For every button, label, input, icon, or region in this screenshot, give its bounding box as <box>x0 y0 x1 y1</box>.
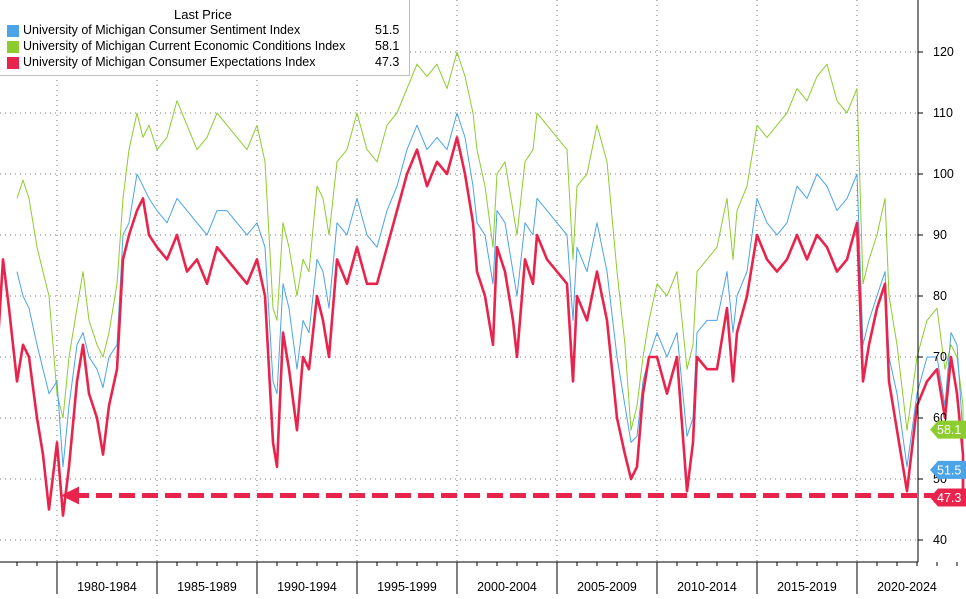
legend-swatch-expectations <box>7 57 19 69</box>
x-period-label: 2005-2009 <box>577 580 637 594</box>
x-period-label: 1985-1989 <box>177 580 237 594</box>
last-price-tag-text: 47.3 <box>937 491 961 505</box>
last-price-tag-bg <box>930 488 966 507</box>
series-layer <box>0 51 965 517</box>
grid-layer <box>0 0 918 562</box>
last-price-tag-1: 51.5 <box>930 460 966 479</box>
series-line-1 <box>16 51 964 431</box>
y-tick-label: 120 <box>933 45 954 59</box>
legend-header: Last Price <box>174 7 232 22</box>
legend-item-current-conditions: University of Michigan Current Economic … <box>7 39 407 55</box>
last-price-tag-text: 51.5 <box>937 463 961 477</box>
last-price-tag-2: 47.3 <box>930 488 966 507</box>
legend-swatch-current-conditions <box>7 41 19 53</box>
series-line-0 <box>16 112 964 470</box>
x-period-label: 2010-2014 <box>677 580 737 594</box>
y-tick-label: 90 <box>933 228 947 242</box>
series-line-2 <box>0 136 965 517</box>
y-tick-label: 70 <box>933 350 947 364</box>
legend-swatch-sentiment <box>7 25 19 37</box>
y-tick-label: 110 <box>933 106 953 120</box>
legend-item-expectations: University of Michigan Consumer Expectat… <box>7 55 407 71</box>
annotation-arrowhead <box>61 486 79 505</box>
last-price-tag-bg <box>930 460 966 479</box>
y-tick-label: 80 <box>933 289 947 303</box>
y-tick-label: 100 <box>933 167 954 181</box>
last-price-tag-text: 58.1 <box>937 423 961 437</box>
legend-label-expectations: University of Michigan Consumer Expectat… <box>23 55 316 69</box>
x-period-label: 1990-1994 <box>277 580 337 594</box>
legend-value-expectations: 47.3 <box>375 55 400 69</box>
legend-value-current-conditions: 58.1 <box>375 39 400 53</box>
x-period-label: 2020-2024 <box>877 580 937 594</box>
legend-label-current-conditions: University of Michigan Current Economic … <box>23 39 346 53</box>
x-period-label: 1995-1999 <box>377 580 437 594</box>
legend-item-sentiment: University of Michigan Consumer Sentimen… <box>7 23 407 39</box>
last-price-tag-0: 58.1 <box>930 420 966 439</box>
legend-value-sentiment: 51.5 <box>375 23 400 37</box>
last-price-tags: 58.1 51.5 47.3 <box>930 420 966 507</box>
legend-label-sentiment: University of Michigan Consumer Sentimen… <box>23 23 301 37</box>
annotation-layer <box>61 469 965 505</box>
last-price-tag-bg <box>930 420 966 439</box>
x-period-label: 1980-1984 <box>77 580 137 594</box>
y-tick-label: 40 <box>933 533 947 547</box>
x-period-label: 2000-2004 <box>477 580 537 594</box>
x-period-label: 2015-2019 <box>777 580 837 594</box>
legend: Last Price University of Michigan Consum… <box>0 0 410 76</box>
